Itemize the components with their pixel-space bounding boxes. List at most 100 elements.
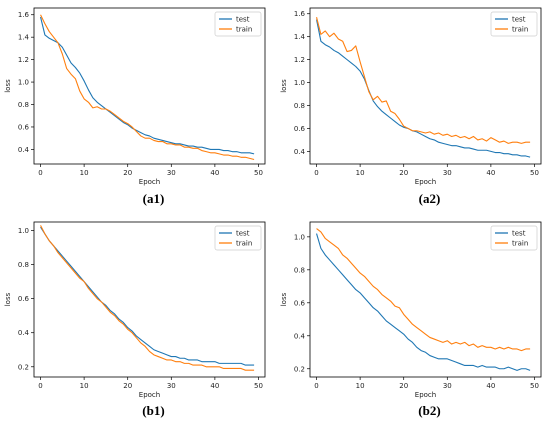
y-tick-label: 1.2 [18, 56, 29, 64]
y-tick-label: 0.4 [18, 146, 30, 154]
x-tick-label: 40 [210, 169, 219, 177]
x-tick-label: 0 [38, 169, 42, 177]
x-tick-label: 20 [399, 382, 408, 390]
x-axis-label: Epoch [139, 391, 160, 399]
y-tick-label: 1.0 [18, 227, 29, 235]
x-tick-label: 0 [314, 169, 318, 177]
y-tick-label: 0.6 [18, 295, 30, 303]
x-axis-label: Epoch [415, 178, 436, 186]
panel-caption: (b1) [142, 403, 164, 418]
caption-part: ( [418, 403, 422, 418]
y-tick-label: 0.4 [294, 148, 306, 156]
caption-part: ( [419, 191, 423, 206]
series-line-test [316, 233, 531, 371]
caption-part: ( [143, 191, 147, 206]
y-axis-label: loss [4, 79, 12, 93]
y-axis-label: loss [280, 79, 288, 93]
caption-part: ) [160, 191, 164, 206]
x-tick-label: 50 [530, 169, 539, 177]
series-line-train [40, 14, 255, 161]
series-line-train [316, 228, 531, 352]
y-tick-label: 0.6 [18, 123, 30, 131]
legend-box [214, 11, 262, 37]
y-tick-label: 1.0 [18, 79, 29, 87]
series-line-train [40, 225, 255, 371]
caption-part: ) [436, 403, 440, 418]
y-tick-label: 0.6 [294, 125, 306, 133]
chart-panel: 0 10 20 30 40 50 0.4 0.6 0.8 1.0 1.2 1.4 1.6 Epoch los… [4, 7, 266, 206]
x-axis-label: Epoch [415, 391, 436, 399]
series-line-test [40, 226, 255, 366]
panel-caption: (a1) [143, 191, 165, 206]
y-tick-label: 1.6 [18, 11, 30, 19]
y-tick-label: 0.6 [294, 299, 306, 307]
y-tick-label: 0.4 [18, 329, 30, 337]
legend-label-test: test [512, 16, 526, 24]
series-line-test [40, 16, 255, 155]
caption-part: ) [436, 191, 440, 206]
x-tick-label: 0 [314, 382, 318, 390]
y-tick-label: 1.0 [294, 233, 305, 241]
legend-label-train: train [512, 26, 528, 34]
x-tick-label: 20 [399, 169, 408, 177]
x-tick-label: 20 [123, 169, 132, 177]
y-axis-label: loss [280, 292, 288, 306]
y-tick-label: 0.8 [18, 101, 29, 109]
legend-label-train: train [236, 240, 252, 248]
y-tick-label: 0.8 [294, 266, 305, 274]
panel-caption: (a2) [419, 191, 441, 206]
x-tick-label: 30 [167, 169, 176, 177]
legend-label-test: test [512, 230, 526, 238]
series-line-train [316, 17, 531, 144]
x-tick-label: 30 [443, 382, 452, 390]
x-tick-label: 50 [254, 169, 263, 177]
y-tick-label: 1.6 [294, 10, 306, 18]
series-line-test [316, 19, 531, 158]
chart-panel: 0 10 20 30 40 50 0.4 0.6 0.8 1.0 1.2 1.4 1.6 Epoch los… [280, 7, 542, 206]
x-tick-label: 0 [38, 382, 42, 390]
legend-label-test: test [236, 16, 250, 24]
y-tick-label: 1.2 [294, 56, 305, 64]
plot-frame [33, 7, 266, 165]
y-tick-label: 0.8 [18, 261, 29, 269]
x-tick-label: 10 [80, 382, 89, 390]
caption-part: a2 [423, 191, 436, 206]
legend-box [214, 225, 262, 251]
x-tick-label: 30 [167, 382, 176, 390]
x-tick-label: 40 [486, 169, 495, 177]
legend-label-test: test [236, 230, 250, 238]
chart-panel: 0 10 20 30 40 50 0.2 0.4 0.6 0.8 1.0 Epoch loss test t… [280, 221, 542, 418]
x-tick-label: 40 [486, 382, 495, 390]
plot-frame [33, 221, 266, 378]
caption-part: ) [160, 403, 164, 418]
y-tick-label: 1.0 [294, 79, 305, 87]
y-tick-label: 0.8 [294, 102, 305, 110]
caption-part: b1 [147, 403, 161, 418]
x-tick-label: 20 [123, 382, 132, 390]
x-tick-label: 10 [356, 382, 365, 390]
x-tick-label: 30 [443, 169, 452, 177]
y-tick-label: 0.4 [294, 332, 306, 340]
chart-panel: 0 10 20 30 40 50 0.2 0.4 0.6 0.8 1.0 Epoch loss test t… [4, 221, 266, 418]
y-tick-label: 1.4 [18, 34, 30, 42]
legend-label-train: train [236, 26, 252, 34]
x-tick-label: 10 [80, 169, 89, 177]
caption-part: b2 [423, 403, 437, 418]
caption-part: a1 [147, 191, 160, 206]
legend-label-train: train [512, 240, 528, 248]
x-tick-label: 50 [530, 382, 539, 390]
plot-frame [309, 221, 542, 378]
x-axis-label: Epoch [139, 178, 160, 186]
y-tick-label: 0.2 [294, 365, 305, 373]
panel-caption: (b2) [418, 403, 440, 418]
plot-frame [309, 7, 542, 165]
x-tick-label: 40 [210, 382, 219, 390]
y-tick-label: 0.2 [18, 363, 29, 371]
x-tick-label: 10 [356, 169, 365, 177]
caption-part: ( [142, 403, 146, 418]
legend-box [490, 11, 538, 37]
y-tick-label: 1.4 [294, 33, 306, 41]
x-tick-label: 50 [254, 382, 263, 390]
y-axis-label: loss [4, 292, 12, 306]
